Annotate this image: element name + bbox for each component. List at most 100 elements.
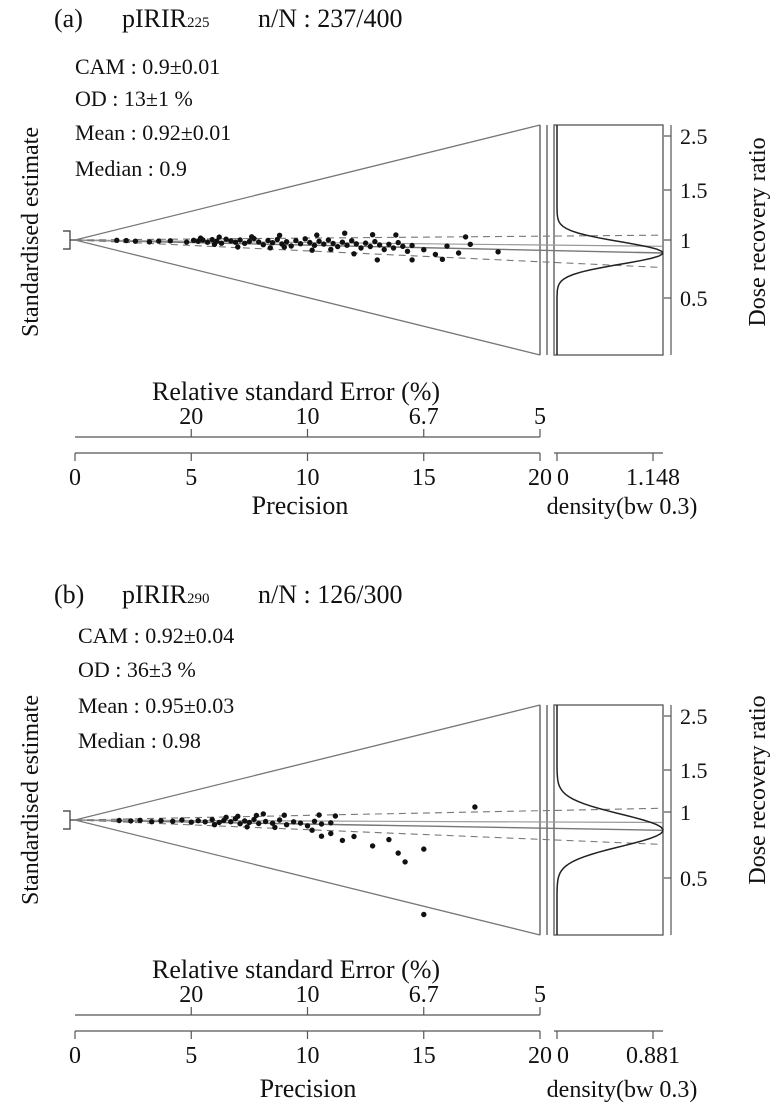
data-point	[149, 819, 155, 825]
data-point	[223, 814, 229, 820]
data-point	[283, 239, 290, 245]
count-label: n/N : 126/300	[258, 580, 402, 609]
rse-axis-label: Relative standard Error (%)	[152, 955, 440, 984]
reference-line	[74, 239, 664, 247]
data-point	[256, 820, 262, 827]
rse-axis-label: Relative standard Error (%)	[152, 377, 440, 406]
data-point	[242, 818, 248, 824]
density-curve	[556, 125, 664, 355]
data-point	[293, 237, 299, 244]
data-point	[204, 239, 211, 245]
data-point	[309, 827, 315, 833]
data-point	[421, 247, 427, 253]
data-point	[265, 237, 271, 244]
sample-name: pIRIR225	[122, 4, 210, 33]
panel-label: (b)	[54, 580, 84, 609]
precision-tick-label: 20	[528, 465, 552, 491]
data-point	[311, 242, 318, 248]
precision-tick-label: 10	[296, 465, 320, 491]
data-point	[349, 238, 355, 244]
data-point	[167, 238, 173, 244]
data-point	[244, 824, 250, 830]
data-point	[232, 239, 239, 245]
data-point	[393, 232, 399, 238]
data-point	[137, 817, 143, 823]
density-tick-label: 0.881	[626, 1043, 680, 1069]
density-panel	[553, 124, 664, 356]
data-point	[369, 232, 376, 238]
data-point	[228, 819, 234, 825]
rse-tick-label: 5	[534, 982, 546, 1008]
ratio-tick-label: 1.5	[680, 758, 708, 783]
data-point	[128, 818, 134, 824]
data-point	[276, 817, 283, 823]
data-point	[421, 846, 427, 852]
stat-cam: CAM : 0.92±0.04	[78, 623, 234, 648]
data-point	[462, 234, 469, 240]
data-point	[402, 859, 408, 865]
data-point	[316, 812, 322, 818]
wedge-lower-line	[74, 239, 541, 356]
stat-median: Median : 0.98	[78, 728, 201, 753]
density-label: density(bw 0.3)	[547, 494, 698, 520]
data-point	[223, 236, 229, 242]
data-point	[237, 237, 243, 243]
data-point	[211, 822, 218, 828]
data-point	[281, 244, 287, 250]
data-point	[183, 239, 190, 245]
rse-tick-label: 5	[534, 404, 546, 430]
data-point	[269, 820, 276, 826]
data-point	[328, 830, 334, 837]
data-point	[409, 242, 415, 249]
data-point	[302, 236, 308, 242]
count-label: n/N : 237/400	[258, 4, 402, 33]
chart-marks: 2.51.510.520 10 6.7 50 5 10 15 20 0 1.148	[63, 124, 708, 491]
ratio-tick-label: 1	[680, 800, 691, 825]
data-point	[246, 238, 253, 245]
density-tick-label: 1.148	[626, 465, 680, 491]
data-point	[190, 237, 197, 243]
od-upper-line	[74, 807, 664, 821]
data-point	[235, 813, 241, 819]
data-point	[467, 241, 473, 247]
ratio-tick-label: 2.5	[680, 124, 708, 149]
data-point	[358, 245, 364, 251]
precision-tick-label: 20	[528, 1043, 552, 1069]
data-point	[269, 240, 276, 246]
ratio-tick-label: 1.5	[680, 178, 708, 203]
data-point	[455, 250, 462, 256]
data-point	[237, 821, 243, 827]
data-point	[339, 239, 346, 245]
data-point	[188, 819, 194, 825]
data-point	[251, 816, 257, 823]
data-point	[235, 244, 241, 250]
data-point	[267, 245, 273, 251]
data-point	[156, 238, 162, 244]
data-point	[335, 243, 341, 250]
data-point	[297, 241, 304, 247]
data-point	[353, 241, 359, 247]
data-point	[304, 823, 311, 829]
rse-tick-label: 10	[296, 982, 320, 1008]
data-point	[344, 242, 350, 248]
wedge-lower-line	[74, 819, 541, 936]
data-point	[432, 251, 439, 258]
data-point	[351, 833, 357, 840]
data-point	[339, 837, 346, 844]
data-point	[274, 236, 280, 243]
data-point	[376, 242, 383, 248]
data-point	[309, 247, 315, 253]
precision-tick-label: 5	[185, 465, 197, 491]
precision-tick-label: 0	[69, 1043, 81, 1069]
data-point	[390, 245, 397, 251]
sample-name: pIRIR290	[122, 580, 210, 609]
data-point	[307, 239, 313, 246]
data-point	[332, 813, 339, 819]
y-axis-label: Standardised estimate	[18, 695, 44, 905]
density-label: density(bw 0.3)	[547, 1077, 698, 1103]
wedge-upper-line	[74, 704, 541, 821]
precision-tick-label: 15	[412, 465, 436, 491]
od-lower-line	[74, 239, 664, 269]
data-point	[114, 237, 120, 243]
y-axis-right-label: Dose recovery ratio	[745, 137, 771, 326]
